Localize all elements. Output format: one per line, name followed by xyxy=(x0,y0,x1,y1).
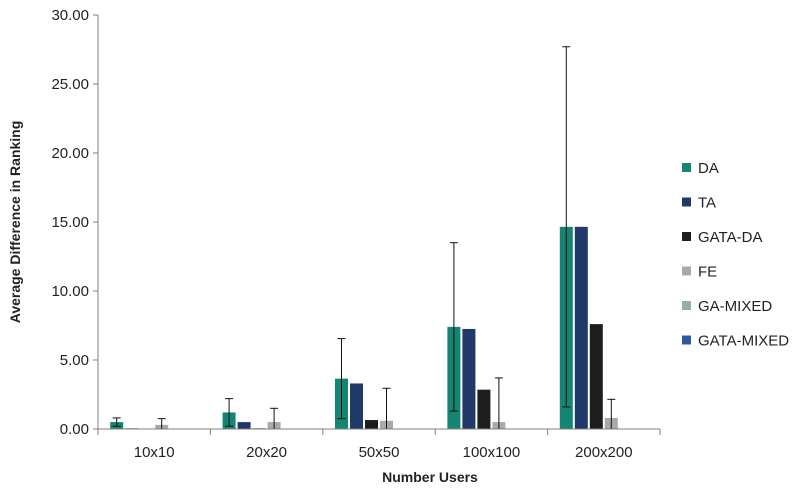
bar xyxy=(365,420,378,429)
y-tick-label: 0.00 xyxy=(60,421,89,438)
x-axis-title: Number Users xyxy=(382,469,478,485)
y-tick-label: 20.00 xyxy=(51,145,89,162)
y-axis-title: Average Difference in Ranking xyxy=(7,121,23,324)
bar xyxy=(574,226,588,429)
legend-label: DA xyxy=(698,160,719,177)
legend-label: GATA-DA xyxy=(698,229,762,246)
y-tick-label: 10.00 xyxy=(51,283,89,300)
y-tick-label: 25.00 xyxy=(51,76,89,93)
y-tick-label: 5.00 xyxy=(60,352,89,369)
legend-swatch xyxy=(682,163,691,172)
bar xyxy=(237,422,251,429)
legend-label: GATA-MIXED xyxy=(698,333,789,350)
y-tick-label: 15.00 xyxy=(51,214,89,231)
legend-swatch xyxy=(682,266,691,276)
axes: 0.00 5.00 10.00 15.00 20.00 25.00 30.00 10x10 20… xyxy=(51,7,661,461)
legend-swatch xyxy=(682,301,691,310)
legend-label: FE xyxy=(698,264,717,281)
bar xyxy=(477,389,491,429)
legend-swatch xyxy=(682,197,691,207)
x-tick-label: 100x100 xyxy=(463,444,521,461)
x-tick-label: 10x10 xyxy=(134,444,175,461)
legend-label: TA xyxy=(698,195,716,212)
y-tick-label: 30.00 xyxy=(51,7,89,24)
x-tick-label: 200x200 xyxy=(575,444,633,461)
bar xyxy=(462,328,476,429)
legend-swatch xyxy=(682,335,691,345)
plot-area xyxy=(110,46,618,430)
legend-swatch xyxy=(682,232,691,241)
bar xyxy=(589,324,603,429)
bar xyxy=(350,383,363,429)
legend: DA TA GATA-DA FE GA-MIXED GATA-MIXED xyxy=(682,160,789,350)
x-tick-label: 20x20 xyxy=(246,444,287,461)
x-tick-label: 50x50 xyxy=(359,444,400,461)
legend-label: GA-MIXED xyxy=(698,298,772,315)
